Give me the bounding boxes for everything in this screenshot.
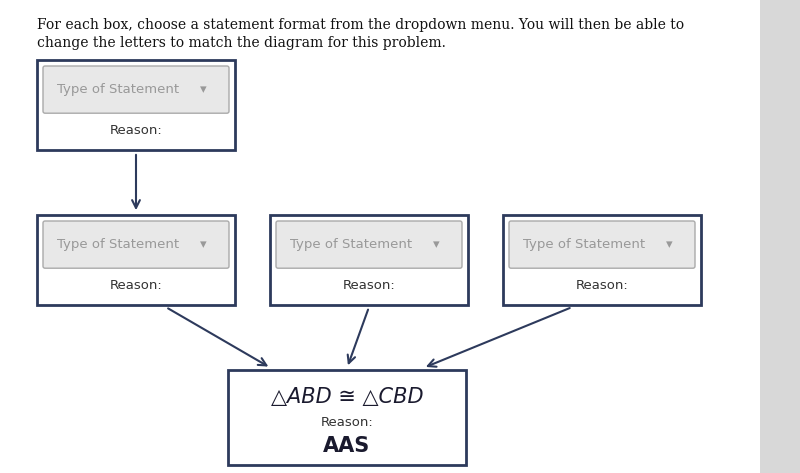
Text: △ABD ≅ △CBD: △ABD ≅ △CBD (270, 386, 423, 407)
Text: ▾: ▾ (433, 238, 440, 251)
Text: Reason:: Reason: (576, 279, 628, 292)
Text: ▾: ▾ (200, 238, 206, 251)
Text: Type of Statement: Type of Statement (57, 83, 179, 96)
Text: AAS: AAS (323, 436, 370, 456)
Text: Reason:: Reason: (110, 124, 162, 137)
FancyBboxPatch shape (503, 215, 701, 305)
FancyBboxPatch shape (0, 0, 760, 473)
Text: ▾: ▾ (200, 83, 206, 96)
Text: Type of Statement: Type of Statement (57, 238, 179, 251)
Text: Reason:: Reason: (342, 279, 395, 292)
Text: Reason:: Reason: (321, 416, 374, 429)
FancyBboxPatch shape (509, 221, 695, 268)
Text: change the letters to match the diagram for this problem.: change the letters to match the diagram … (37, 36, 446, 50)
Text: Type of Statement: Type of Statement (290, 238, 412, 251)
FancyBboxPatch shape (270, 215, 468, 305)
Text: Type of Statement: Type of Statement (522, 238, 645, 251)
FancyBboxPatch shape (37, 60, 235, 150)
Text: ▾: ▾ (666, 238, 673, 251)
Text: For each box, choose a statement format from the dropdown menu. You will then be: For each box, choose a statement format … (37, 18, 684, 32)
FancyBboxPatch shape (43, 66, 229, 113)
Text: Reason:: Reason: (110, 279, 162, 292)
FancyBboxPatch shape (760, 0, 800, 473)
FancyBboxPatch shape (228, 370, 466, 465)
FancyBboxPatch shape (276, 221, 462, 268)
FancyBboxPatch shape (43, 221, 229, 268)
FancyBboxPatch shape (37, 215, 235, 305)
